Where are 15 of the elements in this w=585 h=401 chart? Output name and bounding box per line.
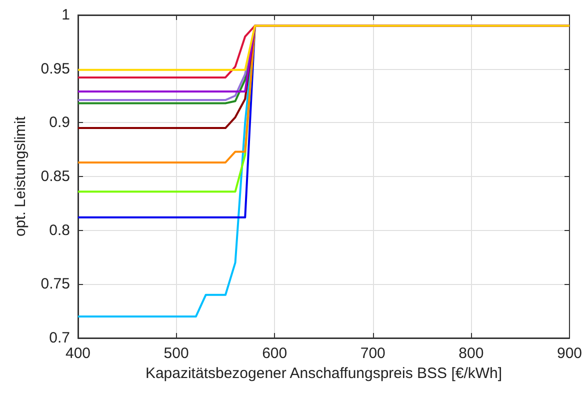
y-tick-label: 0.8 <box>49 222 70 239</box>
x-tick-label: 900 <box>556 345 582 362</box>
x-tick-label: 500 <box>164 345 189 362</box>
y-tick-label: 0.7 <box>49 330 70 346</box>
x-tick-label: 800 <box>458 345 484 362</box>
x-tick-label: 700 <box>360 345 386 362</box>
x-tick-label: 600 <box>262 345 288 362</box>
y-tick-label: 0.9 <box>49 114 70 132</box>
x-tick-label: 400 <box>65 345 91 362</box>
y-tick-label: 0.95 <box>40 60 70 78</box>
y-tick-label: 0.75 <box>40 276 70 293</box>
y-tick-label: 0.85 <box>40 168 70 185</box>
x-axis-title: Kapazitätsbezogener Anschaffungspreis BSS [€/kWh] <box>145 365 502 382</box>
y-tick-label: 1 <box>62 6 70 24</box>
y-axis-title: opt. Leistungslimit <box>12 116 29 237</box>
